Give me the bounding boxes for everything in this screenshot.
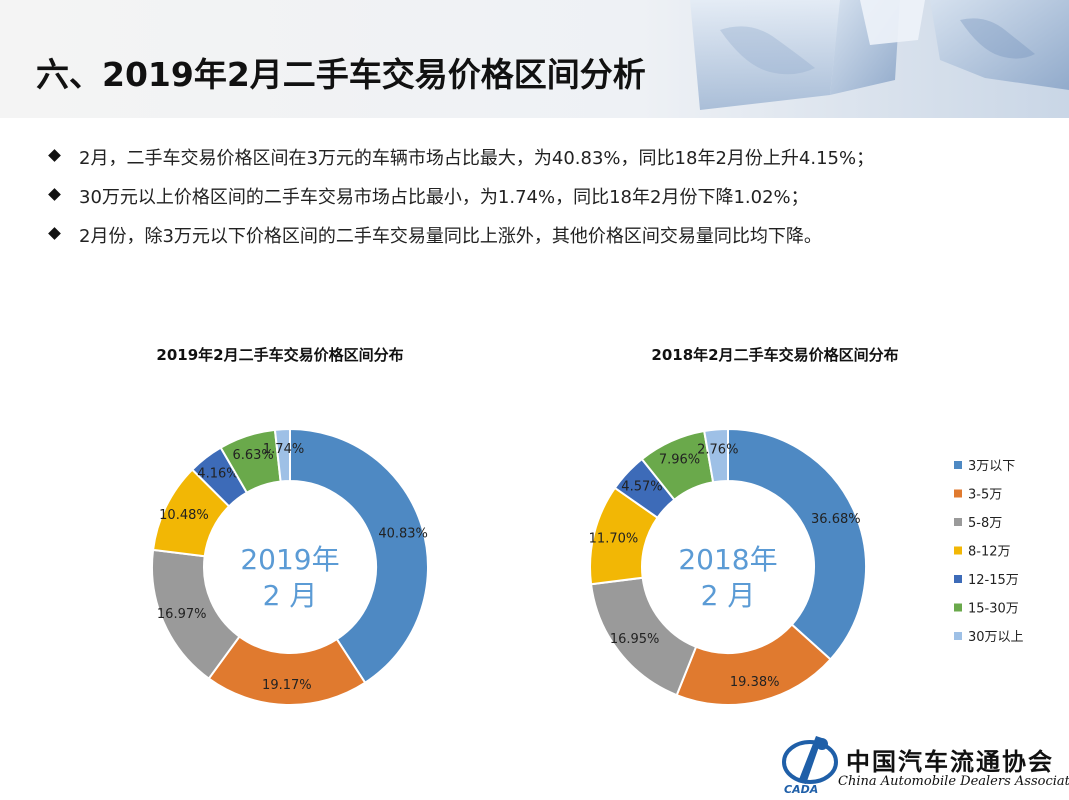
cada-logo: CADA 中国汽车流通协会 China Automobile Dealers A… <box>776 730 1069 796</box>
legend-label: 12-15万 <box>968 573 1019 588</box>
legend-swatch <box>954 489 962 498</box>
legend-label: 3万以下 <box>968 459 1015 474</box>
legend-label: 15-30万 <box>968 602 1019 617</box>
slice-data-label: 10.48% <box>159 508 209 523</box>
legend-swatch <box>954 632 962 640</box>
legend-swatch <box>954 575 962 583</box>
logo-chinese-name: 中国汽车流通协会 <box>846 747 1054 776</box>
legend-label: 8-12万 <box>968 545 1011 560</box>
donut-chart-2019: 40.83% 19.17% 16.97% 10.48% 4.16% 6.63%1.74% 2… <box>151 427 429 706</box>
donut-center-year: 2018年 <box>678 543 777 576</box>
slice-data-label: 7.96% <box>659 452 700 467</box>
bullet-item: 30万元以上价格区间的二手车交易市场占比最小，为1.74%，同比18年2月份下降… <box>46 183 1046 222</box>
cada-logo-mark: CADA <box>782 736 838 796</box>
chart-legend: 3万以下 3-5万 5-8万 8-12万 12-15万 15-30万 30万以上 <box>954 459 1024 645</box>
bullet-list: 2月，二手车交易价格区间在3万元的车辆市场占比最大，为40.83%，同比18年2… <box>46 144 1046 261</box>
slide-header: 六、2019年2月二手车交易价格区间分析 <box>0 0 1069 118</box>
bullet-item: 2月份，除3万元以下价格区间的二手车交易量同比上涨外，其他价格区间交易量同比均下… <box>46 222 1046 261</box>
slice-data-label: 40.83% <box>378 527 428 542</box>
donut-center-year: 2019年 <box>240 543 339 576</box>
legend-label: 5-8万 <box>968 516 1002 531</box>
chart-title: 2019年2月二手车交易价格区间分布 <box>156 346 403 364</box>
slice-data-label: 2.76% <box>697 442 738 457</box>
logo-english-name: China Automobile Dealers Association <box>838 774 1069 789</box>
legend-swatch <box>954 603 962 612</box>
slice-data-label: 1.74% <box>263 442 304 457</box>
donut-chart-2018: 36.68% 19.38% 16.95% 11.70% 4.57% 7.96%2.76% 2… <box>589 427 867 706</box>
header-cube-graphic <box>0 0 1069 118</box>
legend-label: 3-5万 <box>968 488 1002 503</box>
bullet-item: 2月，二手车交易价格区间在3万元的车辆市场占比最大，为40.83%，同比18年2… <box>46 144 1046 183</box>
chart-title: 2018年2月二手车交易价格区间分布 <box>651 346 898 364</box>
slice-data-label: 19.38% <box>730 675 780 690</box>
legend-label: 30万以上 <box>968 630 1024 645</box>
legend-swatch <box>954 546 962 555</box>
legend-swatch <box>954 461 962 469</box>
slice-data-label: 36.68% <box>811 512 861 527</box>
donut-slice <box>289 427 429 685</box>
slice-data-label: 4.57% <box>621 479 662 494</box>
page-title: 六、2019年2月二手车交易价格区间分析 <box>36 55 646 94</box>
slice-data-label: 19.17% <box>262 678 312 693</box>
slice-data-label: 4.16% <box>197 467 238 482</box>
donut-slice <box>273 427 291 483</box>
legend-swatch <box>954 518 962 526</box>
bullet-text: 2月份，除3万元以下价格区间的二手车交易量同比上涨外，其他价格区间交易量同比均下… <box>79 226 822 247</box>
donut-slice <box>727 427 867 661</box>
logo-mark-text: CADA <box>784 783 818 796</box>
donut-slice <box>703 427 729 484</box>
bullet-text: 2月，二手车交易价格区间在3万元的车辆市场占比最大，为40.83%，同比18年2… <box>79 148 875 169</box>
donut-center-month: 2 月 <box>701 579 756 612</box>
bullet-text: 30万元以上价格区间的二手车交易市场占比最小，为1.74%，同比18年2月份下降… <box>79 187 809 208</box>
donut-center-month: 2 月 <box>263 579 318 612</box>
slice-data-label: 11.70% <box>589 532 639 547</box>
slice-data-label: 16.95% <box>610 632 660 647</box>
slice-data-label: 16.97% <box>157 607 207 622</box>
slice-data-label: 6.63% <box>232 448 273 463</box>
